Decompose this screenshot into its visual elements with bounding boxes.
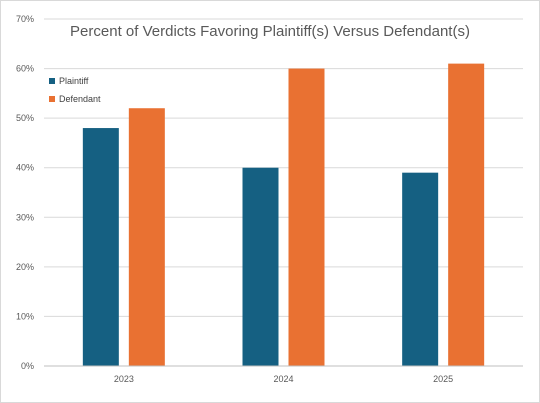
y-tick-label: 70%	[16, 14, 34, 24]
bar-defendant-2025	[448, 63, 485, 366]
y-tick-label: 30%	[16, 212, 34, 222]
y-tick-label: 20%	[16, 262, 34, 272]
x-tick-label: 2025	[433, 374, 453, 384]
legend-label-defendant: Defendant	[59, 94, 101, 104]
y-tick-label: 0%	[21, 361, 34, 371]
bar-plaintiff-2023	[82, 128, 119, 366]
x-axis-ticks: 2023 2024 2025	[114, 374, 453, 384]
bar-defendant-2024	[288, 68, 325, 367]
y-tick-label: 10%	[16, 311, 34, 321]
y-axis-ticks: 0% 10% 20% 30% 40% 50% 60% 70%	[16, 14, 34, 371]
legend-label-plaintiff: Plaintiff	[59, 76, 89, 86]
bar-plaintiff-2024	[242, 167, 279, 366]
gridlines	[44, 18, 523, 317]
bar-plaintiff-2025	[402, 172, 439, 366]
legend: Plaintiff Defendant	[49, 76, 101, 104]
y-tick-label: 50%	[16, 113, 34, 123]
x-tick-label: 2023	[114, 374, 134, 384]
bar-defendant-2023	[128, 108, 165, 366]
y-tick-label: 60%	[16, 64, 34, 74]
chart-title: Percent of Verdicts Favoring Plaintiff(s…	[70, 23, 470, 40]
y-tick-label: 40%	[16, 163, 34, 173]
x-tick-label: 2024	[273, 374, 293, 384]
legend-swatch-plaintiff	[49, 78, 55, 84]
bars	[82, 63, 485, 367]
legend-swatch-defendant	[49, 96, 55, 102]
